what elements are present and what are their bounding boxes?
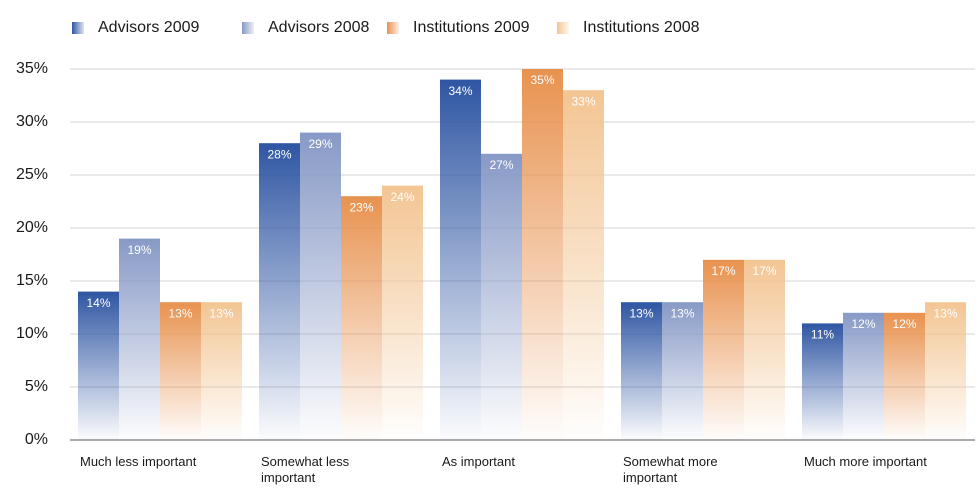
bar: [160, 302, 201, 440]
x-tick-label: Somewhat less important: [261, 454, 350, 485]
legend-swatch: [242, 22, 254, 34]
bar: [382, 185, 423, 440]
x-tick-label: Much more important: [804, 454, 927, 469]
bar: [744, 259, 785, 440]
y-tick-label: 15%: [16, 272, 48, 289]
bar: [78, 291, 119, 440]
bar: [802, 323, 843, 440]
bar: [925, 302, 966, 440]
bar: [481, 153, 522, 441]
bar: [201, 302, 242, 440]
bar: [522, 69, 563, 440]
legend-label: Advisors 2009: [98, 19, 199, 36]
y-tick-label: 30%: [16, 113, 48, 130]
legend-swatch: [557, 22, 569, 34]
y-tick-label: 5%: [25, 378, 48, 395]
bar: [703, 259, 744, 440]
value-label: 17%: [752, 264, 776, 278]
x-tick-label: Much less important: [80, 454, 197, 469]
y-tick-label: 0%: [25, 431, 48, 448]
bar: [884, 312, 925, 440]
bar: [119, 238, 160, 440]
legend-label: Advisors 2008: [268, 19, 369, 36]
value-label: 12%: [851, 317, 875, 331]
value-label: 35%: [530, 73, 554, 87]
bar: [563, 90, 604, 440]
value-label: 13%: [629, 306, 653, 320]
value-label: 23%: [349, 200, 373, 214]
value-label: 33%: [571, 94, 595, 108]
y-tick-label: 10%: [16, 325, 48, 342]
value-label: 13%: [670, 306, 694, 320]
value-label: 13%: [168, 306, 192, 320]
y-tick-label: 25%: [16, 166, 48, 183]
legend-label: Institutions 2009: [413, 19, 530, 36]
value-label: 12%: [892, 317, 916, 331]
value-label: 17%: [711, 264, 735, 278]
value-label: 27%: [489, 158, 513, 172]
bar: [259, 143, 300, 440]
value-label: 29%: [308, 137, 332, 151]
value-label: 34%: [448, 84, 472, 98]
x-tick-label: Somewhat more important: [623, 454, 718, 485]
legend-label: Institutions 2008: [583, 19, 700, 36]
y-tick-label: 35%: [16, 60, 48, 77]
x-tick-label: As important: [442, 454, 515, 469]
bar: [621, 302, 662, 440]
bar: [843, 312, 884, 440]
value-label: 13%: [933, 306, 957, 320]
legend-swatch: [72, 22, 84, 34]
value-label: 28%: [267, 147, 291, 161]
bar: [662, 302, 703, 440]
value-label: 19%: [127, 243, 151, 257]
bar: [300, 132, 341, 440]
value-label: 14%: [86, 296, 110, 310]
bar: [341, 196, 382, 440]
y-tick-label: 20%: [16, 219, 48, 236]
bar: [440, 79, 481, 440]
legend-swatch: [387, 22, 399, 34]
value-label: 24%: [390, 190, 414, 204]
value-label: 11%: [811, 328, 834, 342]
value-label: 13%: [209, 306, 233, 320]
